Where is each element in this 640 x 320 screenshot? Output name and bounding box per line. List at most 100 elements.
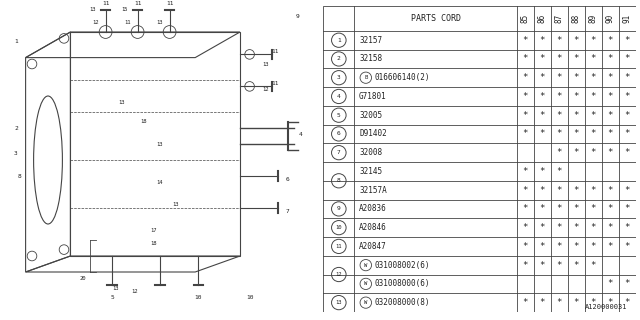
Text: 13: 13 bbox=[335, 300, 342, 305]
Text: *: * bbox=[607, 186, 612, 195]
Text: *: * bbox=[523, 261, 528, 270]
Text: *: * bbox=[523, 242, 528, 251]
Text: 18: 18 bbox=[150, 241, 157, 246]
Text: 11: 11 bbox=[134, 1, 141, 6]
Text: *: * bbox=[540, 36, 545, 45]
Text: 18: 18 bbox=[141, 119, 147, 124]
Text: *: * bbox=[591, 186, 596, 195]
Text: 13: 13 bbox=[90, 7, 96, 12]
Text: 11: 11 bbox=[102, 1, 109, 6]
Text: *: * bbox=[573, 111, 579, 120]
Text: *: * bbox=[540, 167, 545, 176]
Text: *: * bbox=[540, 223, 545, 232]
Text: 5: 5 bbox=[110, 295, 114, 300]
Text: *: * bbox=[591, 129, 596, 139]
Text: 20: 20 bbox=[80, 276, 86, 281]
Text: *: * bbox=[557, 242, 562, 251]
Text: *: * bbox=[540, 129, 545, 139]
Text: *: * bbox=[557, 73, 562, 82]
Text: 13: 13 bbox=[157, 141, 163, 147]
Text: 87: 87 bbox=[555, 14, 564, 23]
Text: *: * bbox=[540, 242, 545, 251]
Text: *: * bbox=[557, 186, 562, 195]
Text: *: * bbox=[591, 148, 596, 157]
Text: *: * bbox=[573, 186, 579, 195]
Text: *: * bbox=[523, 111, 528, 120]
Text: *: * bbox=[625, 223, 630, 232]
Text: *: * bbox=[523, 54, 528, 63]
Text: 32005: 32005 bbox=[359, 111, 382, 120]
Text: *: * bbox=[625, 73, 630, 82]
Text: 13: 13 bbox=[118, 100, 125, 105]
Text: *: * bbox=[557, 92, 562, 101]
Text: 13: 13 bbox=[262, 61, 269, 67]
Text: W: W bbox=[364, 263, 367, 268]
Text: *: * bbox=[573, 298, 579, 307]
Text: 11: 11 bbox=[125, 20, 131, 25]
Text: 8: 8 bbox=[17, 173, 21, 179]
Text: *: * bbox=[591, 111, 596, 120]
Text: *: * bbox=[607, 73, 612, 82]
Text: 7: 7 bbox=[337, 150, 340, 155]
Text: *: * bbox=[625, 54, 630, 63]
Text: *: * bbox=[523, 92, 528, 101]
Text: 4: 4 bbox=[299, 132, 303, 137]
Text: *: * bbox=[557, 167, 562, 176]
Text: A120000031: A120000031 bbox=[585, 304, 627, 310]
Text: *: * bbox=[573, 223, 579, 232]
Text: W: W bbox=[364, 300, 367, 305]
Text: *: * bbox=[625, 129, 630, 139]
Text: 016606140(2): 016606140(2) bbox=[374, 73, 429, 82]
Text: *: * bbox=[607, 36, 612, 45]
Text: *: * bbox=[573, 92, 579, 101]
Text: *: * bbox=[573, 204, 579, 213]
Text: 12: 12 bbox=[262, 87, 269, 92]
Text: *: * bbox=[591, 92, 596, 101]
Text: *: * bbox=[540, 73, 545, 82]
Text: 10: 10 bbox=[246, 295, 253, 300]
Text: *: * bbox=[591, 73, 596, 82]
Text: *: * bbox=[540, 298, 545, 307]
Text: *: * bbox=[523, 186, 528, 195]
Text: *: * bbox=[625, 204, 630, 213]
Text: 3: 3 bbox=[14, 151, 18, 156]
Text: 6: 6 bbox=[337, 132, 340, 136]
Text: *: * bbox=[573, 73, 579, 82]
Text: 32158: 32158 bbox=[359, 54, 382, 63]
Text: *: * bbox=[540, 54, 545, 63]
Text: 10: 10 bbox=[195, 295, 202, 300]
Text: G71801: G71801 bbox=[359, 92, 387, 101]
Text: 1: 1 bbox=[337, 38, 340, 43]
Text: 85: 85 bbox=[521, 14, 530, 23]
Text: *: * bbox=[591, 242, 596, 251]
Text: *: * bbox=[573, 129, 579, 139]
Text: 91: 91 bbox=[623, 14, 632, 23]
Text: *: * bbox=[573, 148, 579, 157]
Text: *: * bbox=[557, 129, 562, 139]
Text: *: * bbox=[625, 242, 630, 251]
Text: *: * bbox=[523, 73, 528, 82]
Text: *: * bbox=[591, 36, 596, 45]
Text: 17: 17 bbox=[150, 228, 157, 233]
Text: 14: 14 bbox=[157, 180, 163, 185]
Text: *: * bbox=[625, 279, 630, 288]
Text: *: * bbox=[625, 111, 630, 120]
Text: 32157A: 32157A bbox=[359, 186, 387, 195]
Text: 3: 3 bbox=[337, 75, 340, 80]
Text: PARTS CORD: PARTS CORD bbox=[411, 14, 461, 23]
Text: *: * bbox=[557, 223, 562, 232]
Text: *: * bbox=[591, 223, 596, 232]
Text: A20846: A20846 bbox=[359, 223, 387, 232]
Text: *: * bbox=[625, 148, 630, 157]
Text: 11: 11 bbox=[166, 1, 173, 6]
Text: 12: 12 bbox=[93, 20, 99, 25]
Text: *: * bbox=[540, 92, 545, 101]
Text: D91402: D91402 bbox=[359, 129, 387, 139]
Text: 2: 2 bbox=[337, 56, 340, 61]
Text: *: * bbox=[557, 36, 562, 45]
Text: 4: 4 bbox=[337, 94, 340, 99]
Text: 32157: 32157 bbox=[359, 36, 382, 45]
Text: *: * bbox=[591, 54, 596, 63]
Text: *: * bbox=[607, 129, 612, 139]
Text: *: * bbox=[607, 298, 612, 307]
